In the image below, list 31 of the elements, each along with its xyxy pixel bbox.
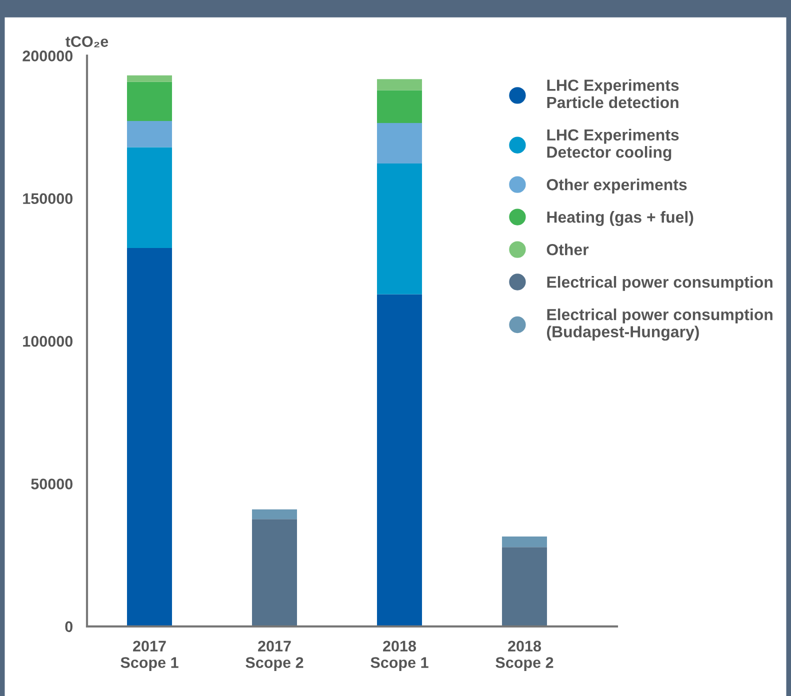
bar [127,75,172,82]
bar [376,90,422,124]
y-tick-label: 0 [65,621,72,632]
bar [376,123,422,164]
y-tick-label: 150000 [23,193,72,204]
bar [376,79,422,90]
x-tick-label: 2017 Scope 2 [246,640,304,671]
legend-label: Heating (gas + fuel) [547,211,694,226]
x-tick-label: 2018 Scope 2 [496,640,554,671]
bar [127,147,172,248]
bar [252,509,297,520]
bar [502,547,547,626]
bar [127,82,172,122]
y-tick-label: 200000 [22,50,72,62]
legend-label: LHC Experiments Detector cooling [547,128,679,162]
bar [127,121,172,148]
legend-label: Electrical power consumption [547,276,772,291]
legend-label: Other [546,244,589,256]
bar [376,294,422,626]
bar [127,248,172,626]
x-tick-label: 2017 Scope 1 [120,640,178,671]
x-tick-label: 2018 Scope 1 [370,640,428,671]
y-tick-label: 100000 [23,336,72,347]
y-axis-title: tCO₂e [66,36,108,48]
y-tick-label: 50000 [31,478,72,490]
bar [376,164,422,294]
bar [502,536,547,548]
bar [252,519,297,626]
legend-label: LHC Experiments Particle detection [547,79,679,108]
legend-label: Other experiments [546,178,687,194]
legend-label: Electrical power consumption (Budapest-Hungary) [546,308,772,341]
